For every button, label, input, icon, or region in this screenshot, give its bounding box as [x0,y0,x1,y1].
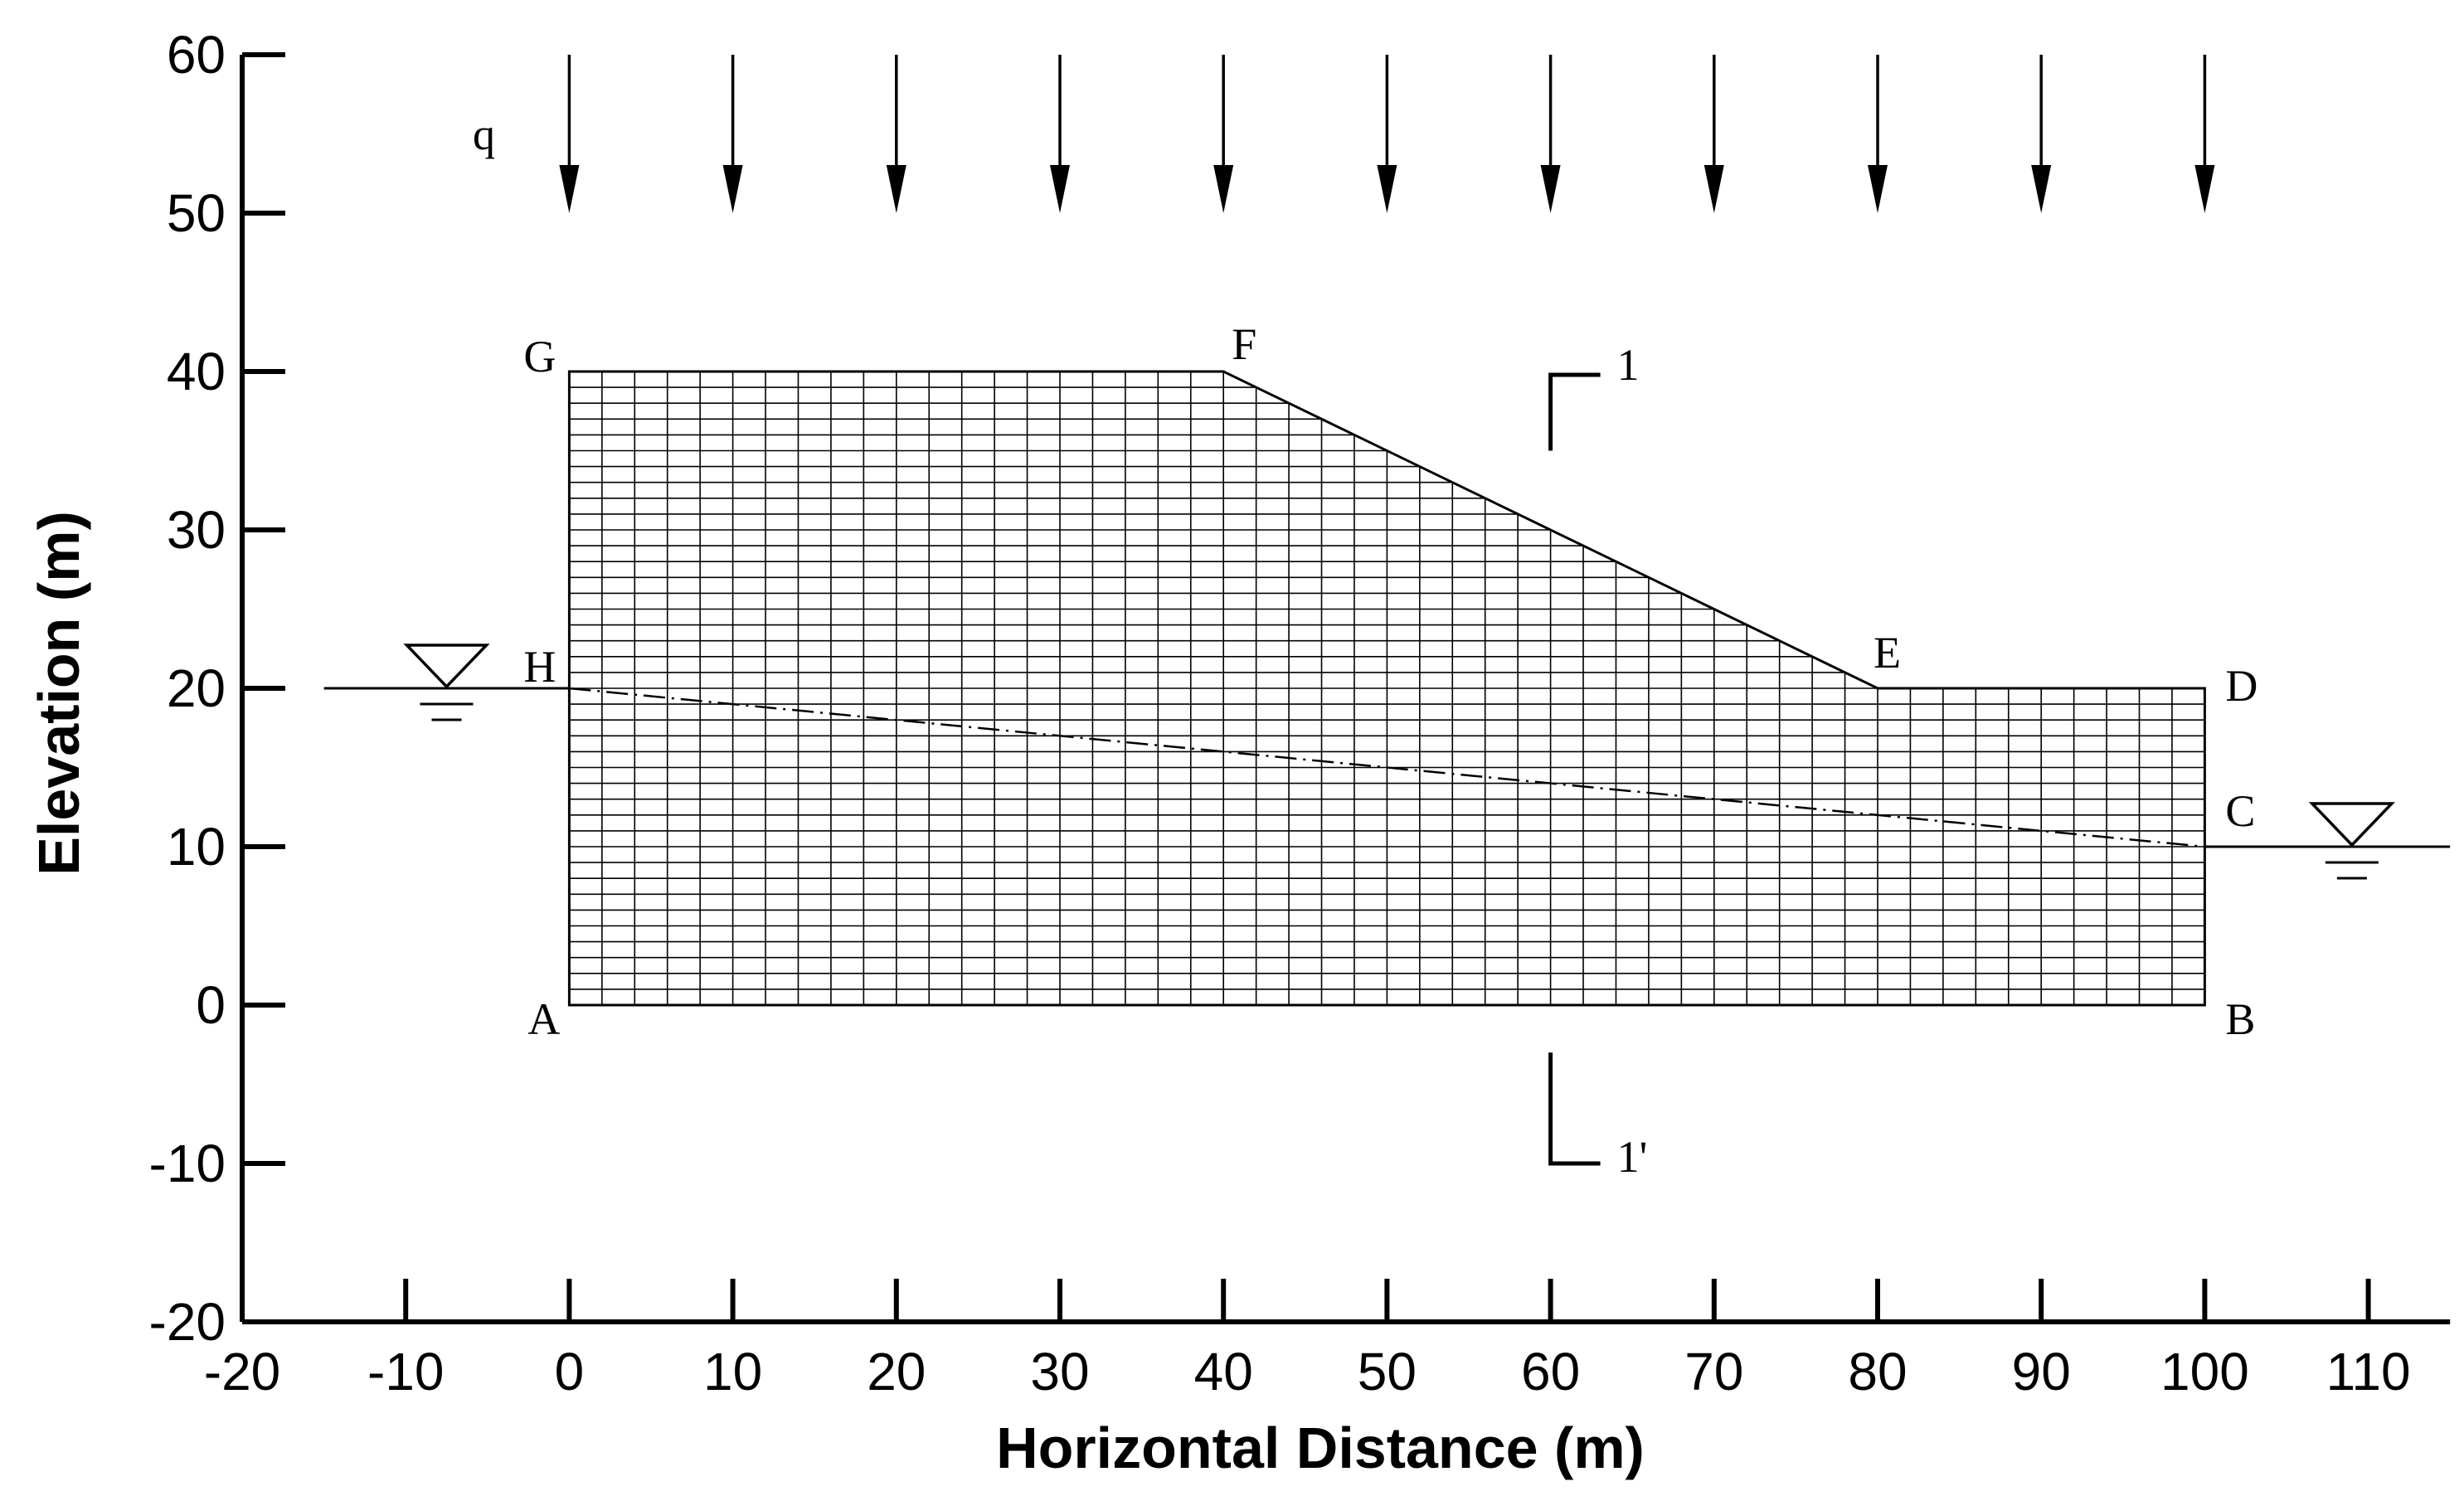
x-tick-label: 30 [1030,1342,1089,1401]
x-tick-label: 50 [1358,1342,1417,1401]
x-tick-label: 20 [867,1342,926,1401]
y-tick-label: 0 [196,975,226,1035]
y-tick-label: 20 [167,658,226,718]
section-label-top: 1 [1617,340,1640,390]
load-arrow-head [1050,165,1070,213]
section-marker: 1 1' [1548,340,1648,1182]
point-label-d: D [2225,661,2257,711]
x-axis-ticks: -20 -10 0 10 20 30 40 50 60 70 80 90 100 110 [204,1279,2411,1401]
point-label-c: C [2225,786,2255,836]
point-label-b: B [2225,994,2255,1044]
y-axis-ticks: -20 -10 0 10 20 30 40 50 60 [149,25,285,1352]
point-label-f: F [1232,319,1256,369]
point-label-e: E [1874,628,1901,678]
x-tick-label: 100 [2160,1342,2249,1401]
y-tick-label: -10 [149,1134,226,1193]
load-arrow-head [1213,165,1234,213]
y-tick-label: 30 [167,500,226,560]
load-arrow-head [1540,165,1561,213]
load-arrow-head [722,165,743,213]
load-arrow-head [2194,165,2215,213]
load-label: q [473,109,495,159]
y-tick-label: 50 [167,183,226,243]
water-table-symbol [403,644,490,689]
slope-outline [567,370,2206,1007]
water-table-symbol [2308,802,2395,848]
y-axis-title: Elevation (m) [27,511,91,876]
x-tick-label: 40 [1194,1342,1253,1401]
load-arrow-head [1703,165,1724,213]
load-arrow-head [886,165,906,213]
x-tick-label: 70 [1684,1342,1743,1401]
section-label-bottom: 1' [1617,1132,1648,1182]
finite-element-mesh [568,371,2206,1006]
x-tick-label: 10 [703,1342,762,1401]
x-tick-label: 80 [1848,1342,1907,1401]
load-arrow-head [559,165,580,213]
water-levels [323,644,2451,880]
phreatic-surface [569,687,2205,848]
x-tick-label: 60 [1521,1342,1580,1401]
load-arrow-head [2031,165,2052,213]
x-tick-label: 0 [555,1342,585,1401]
x-tick-label: -20 [204,1342,281,1401]
y-tick-label: 10 [167,817,226,877]
point-labels: A B C D E F G H [523,319,2257,1044]
section-marker-top [1548,372,1601,451]
phreatic-line [569,687,2205,848]
y-tick-label: 40 [167,342,226,401]
load-arrow-head [1377,165,1397,213]
x-axis-title: Horizontal Distance (m) [996,1416,1645,1480]
y-tick-label: -20 [149,1292,226,1352]
x-tick-label: -10 [367,1342,445,1401]
point-label-h: H [523,642,556,692]
y-tick-label: 60 [167,25,226,85]
section-marker-bottom [1548,1052,1601,1166]
x-tick-label: 110 [2326,1342,2411,1401]
x-tick-label: 90 [2012,1342,2071,1401]
point-label-a: A [527,994,560,1044]
surface-load-arrows: q [473,55,2215,213]
slope-boundary [567,370,2206,1007]
point-label-g: G [523,332,556,381]
load-arrow-head [1868,165,1888,213]
